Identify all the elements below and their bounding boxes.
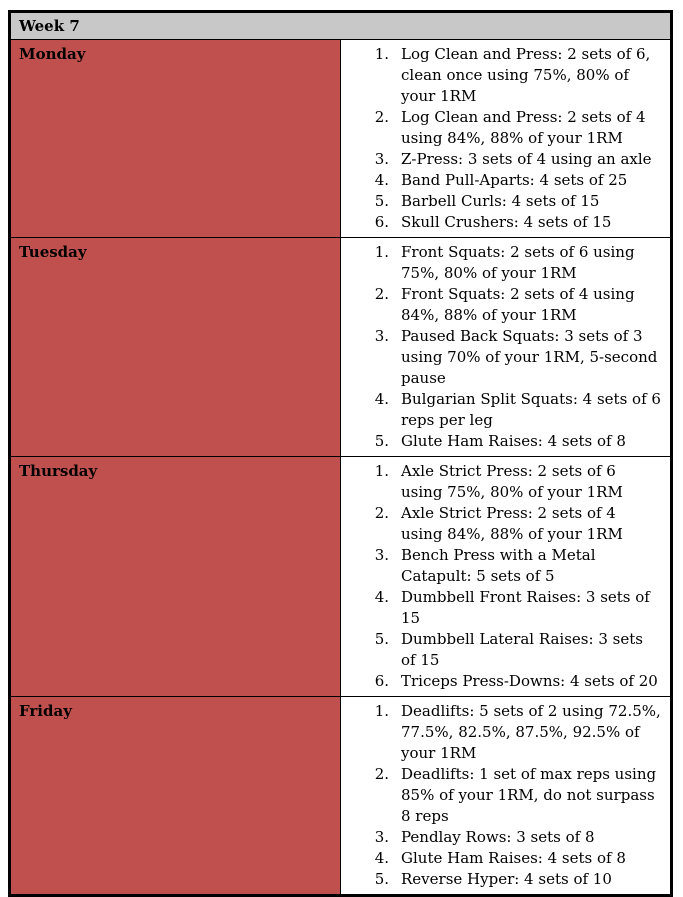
exercise-text: Axle Strict Press: 2 sets of 6 using 75%…: [401, 462, 623, 501]
exercise-text: Bench Press with a Metal Catapult: 5 set…: [401, 546, 596, 585]
exercise-item: 1. Front Squats: 2 sets of 6 using 75%, 8…: [341, 242, 662, 284]
exercise-text: Glute Ham Raises: 4 sets of 8: [401, 432, 626, 450]
exercise-number: 2.: [374, 504, 389, 522]
exercise-list: 1. Axle Strict Press: 2 sets of 6 using 7…: [341, 461, 662, 692]
exercise-text: Log Clean and Press: 2 sets of 6, clean …: [401, 45, 651, 105]
exercise-number: 3.: [374, 546, 389, 564]
exercise-text: Bulgarian Split Squats: 4 sets of 6 reps…: [401, 390, 661, 429]
exercise-item: 3. Pendlay Rows: 3 sets of 8: [341, 827, 662, 848]
exercise-list: 1. Deadlifts: 5 sets of 2 using 72.5%, 77…: [341, 701, 662, 890]
exercise-item: 3. Paused Back Squats: 3 sets of 3 using …: [341, 326, 662, 389]
exercise-number: 1.: [374, 462, 389, 480]
exercise-list-cell: 1. Deadlifts: 5 sets of 2 using 72.5%, 77…: [340, 696, 671, 895]
exercise-item: 2. Deadlifts: 1 set of max reps using 85%…: [341, 764, 662, 827]
exercise-number: 1.: [374, 702, 389, 720]
exercise-number: 1.: [374, 45, 389, 63]
exercise-item: 3. Z-Press: 3 sets of 4 using an axle: [341, 149, 662, 170]
exercise-item: 1. Axle Strict Press: 2 sets of 6 using 7…: [341, 461, 662, 503]
exercise-number: 4.: [374, 849, 389, 867]
exercise-item: 4. Glute Ham Raises: 4 sets of 8: [341, 848, 662, 869]
exercise-list: 1. Log Clean and Press: 2 sets of 6, clea…: [341, 44, 662, 233]
exercise-text: Dumbbell Front Raises: 3 sets of 15: [401, 588, 650, 627]
exercise-list-cell: 1. Axle Strict Press: 2 sets of 6 using 7…: [340, 456, 671, 697]
day-label: Tuesday: [10, 237, 341, 457]
exercise-list-cell: 1. Log Clean and Press: 2 sets of 6, clea…: [340, 39, 671, 238]
exercise-number: 3.: [374, 327, 389, 345]
exercise-item: 5. Barbell Curls: 4 sets of 15: [341, 191, 662, 212]
exercise-number: 4.: [374, 390, 389, 408]
exercise-item: 6. Skull Crushers: 4 sets of 15: [341, 212, 662, 233]
day-row-thursday: Thursday 1. Axle Strict Press: 2 sets of 6…: [10, 456, 671, 697]
exercise-text: Barbell Curls: 4 sets of 15: [401, 192, 600, 210]
exercise-text: Reverse Hyper: 4 sets of 10: [401, 870, 612, 888]
exercise-number: 1.: [374, 243, 389, 261]
exercise-text: Z-Press: 3 sets of 4 using an axle: [401, 150, 652, 168]
exercise-item: 5. Reverse Hyper: 4 sets of 10: [341, 869, 662, 890]
exercise-text: Deadlifts: 5 sets of 2 using 72.5%, 77.5…: [401, 702, 661, 762]
exercise-text: Front Squats: 2 sets of 4 using 84%, 88%…: [401, 285, 635, 324]
exercise-number: 2.: [374, 765, 389, 783]
week-table: Week 7 Monday 1. Log Clean and Press: 2 se…: [10, 12, 671, 895]
day-row-friday: Friday 1. Deadlifts: 5 sets of 2 using 72.…: [10, 696, 671, 895]
exercise-item: 1. Deadlifts: 5 sets of 2 using 72.5%, 77…: [341, 701, 662, 764]
exercise-text: Deadlifts: 1 set of max reps using 85% o…: [401, 765, 657, 825]
day-label: Thursday: [10, 456, 341, 697]
exercise-list: 1. Front Squats: 2 sets of 6 using 75%, 8…: [341, 242, 662, 452]
exercise-text: Axle Strict Press: 2 sets of 4 using 84%…: [401, 504, 623, 543]
day-row-monday: Monday 1. Log Clean and Press: 2 sets of 6…: [10, 39, 671, 238]
exercise-number: 6.: [374, 213, 389, 231]
exercise-text: Paused Back Squats: 3 sets of 3 using 70…: [401, 327, 658, 387]
exercise-item: 1. Log Clean and Press: 2 sets of 6, clea…: [341, 44, 662, 107]
exercise-number: 2.: [374, 285, 389, 303]
week-title: Week 7: [10, 12, 671, 40]
exercise-text: Front Squats: 2 sets of 6 using 75%, 80%…: [401, 243, 635, 282]
exercise-text: Skull Crushers: 4 sets of 15: [401, 213, 612, 231]
day-label: Monday: [10, 39, 341, 238]
exercise-item: 3. Bench Press with a Metal Catapult: 5 s…: [341, 545, 662, 587]
exercise-number: 3.: [374, 828, 389, 846]
exercise-item: 4. Band Pull-Aparts: 4 sets of 25: [341, 170, 662, 191]
exercise-item: 2. Front Squats: 2 sets of 4 using 84%, 8…: [341, 284, 662, 326]
exercise-text: Band Pull-Aparts: 4 sets of 25: [401, 171, 628, 189]
exercise-number: 5.: [374, 630, 389, 648]
exercise-number: 5.: [374, 192, 389, 210]
exercise-item: 2. Axle Strict Press: 2 sets of 4 using 8…: [341, 503, 662, 545]
exercise-number: 6.: [374, 672, 389, 690]
exercise-text: Glute Ham Raises: 4 sets of 8: [401, 849, 626, 867]
exercise-number: 4.: [374, 588, 389, 606]
week-header-row: Week 7: [10, 12, 671, 40]
exercise-text: Triceps Press-Downs: 4 sets of 20: [401, 672, 658, 690]
exercise-text: Pendlay Rows: 3 sets of 8: [401, 828, 595, 846]
workout-table: Week 7 Monday 1. Log Clean and Press: 2 se…: [8, 10, 673, 897]
exercise-number: 2.: [374, 108, 389, 126]
day-row-tuesday: Tuesday 1. Front Squats: 2 sets of 6 using…: [10, 237, 671, 457]
day-label: Friday: [10, 696, 341, 895]
exercise-item: 2. Log Clean and Press: 2 sets of 4 using…: [341, 107, 662, 149]
exercise-text: Log Clean and Press: 2 sets of 4 using 8…: [401, 108, 646, 147]
exercise-number: 4.: [374, 171, 389, 189]
exercise-number: 5.: [374, 870, 389, 888]
exercise-list-cell: 1. Front Squats: 2 sets of 6 using 75%, 8…: [340, 237, 671, 457]
exercise-number: 3.: [374, 150, 389, 168]
exercise-item: 4. Dumbbell Front Raises: 3 sets of 15: [341, 587, 662, 629]
exercise-number: 5.: [374, 432, 389, 450]
exercise-item: 4. Bulgarian Split Squats: 4 sets of 6 re…: [341, 389, 662, 431]
exercise-item: 6. Triceps Press-Downs: 4 sets of 20: [341, 671, 662, 692]
exercise-item: 5. Dumbbell Lateral Raises: 3 sets of 15: [341, 629, 662, 671]
exercise-text: Dumbbell Lateral Raises: 3 sets of 15: [401, 630, 643, 669]
exercise-item: 5. Glute Ham Raises: 4 sets of 8: [341, 431, 662, 452]
